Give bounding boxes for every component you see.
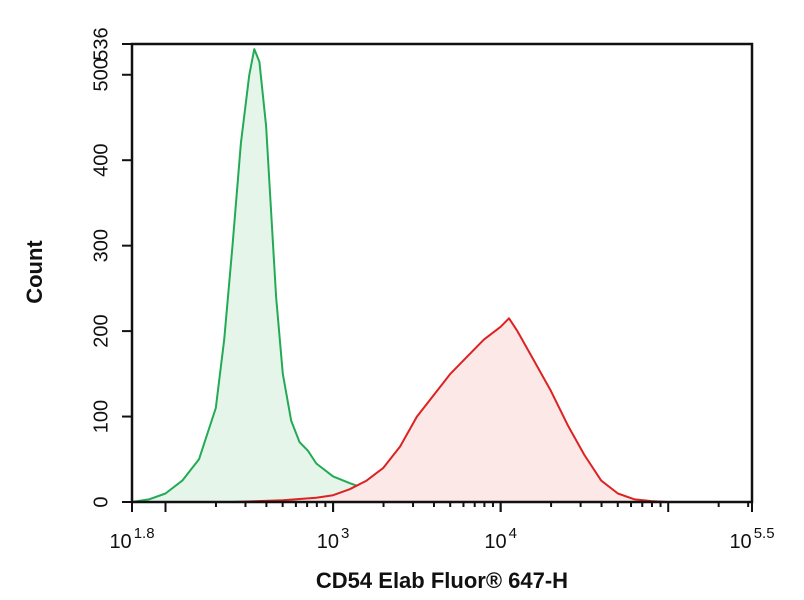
series-2-fill bbox=[232, 318, 669, 502]
series-2-line bbox=[232, 317, 669, 503]
y-tick-label: 0 bbox=[90, 496, 112, 507]
y-tick-label: 500 bbox=[90, 58, 112, 91]
x-tick-label: 10 5.5 bbox=[729, 525, 774, 553]
x-axis-label: CD54 Elab Fluor® 647-H bbox=[316, 568, 568, 593]
x-tick-label: 10 4 bbox=[484, 525, 517, 553]
y-tick-label: 536 bbox=[90, 27, 112, 60]
y-tick-label: 200 bbox=[90, 314, 112, 347]
x-tick-label: 10 1.8 bbox=[109, 525, 154, 553]
y-tick-label: 400 bbox=[90, 144, 112, 177]
y-axis-label: Count bbox=[22, 240, 47, 304]
y-tick-label: 300 bbox=[90, 229, 112, 262]
x-tick-label: 10 3 bbox=[317, 525, 350, 553]
plot-frame bbox=[130, 42, 754, 504]
y-tick-label: 100 bbox=[90, 400, 112, 433]
series-1-fill bbox=[132, 49, 451, 502]
plot-area bbox=[131, 48, 669, 503]
